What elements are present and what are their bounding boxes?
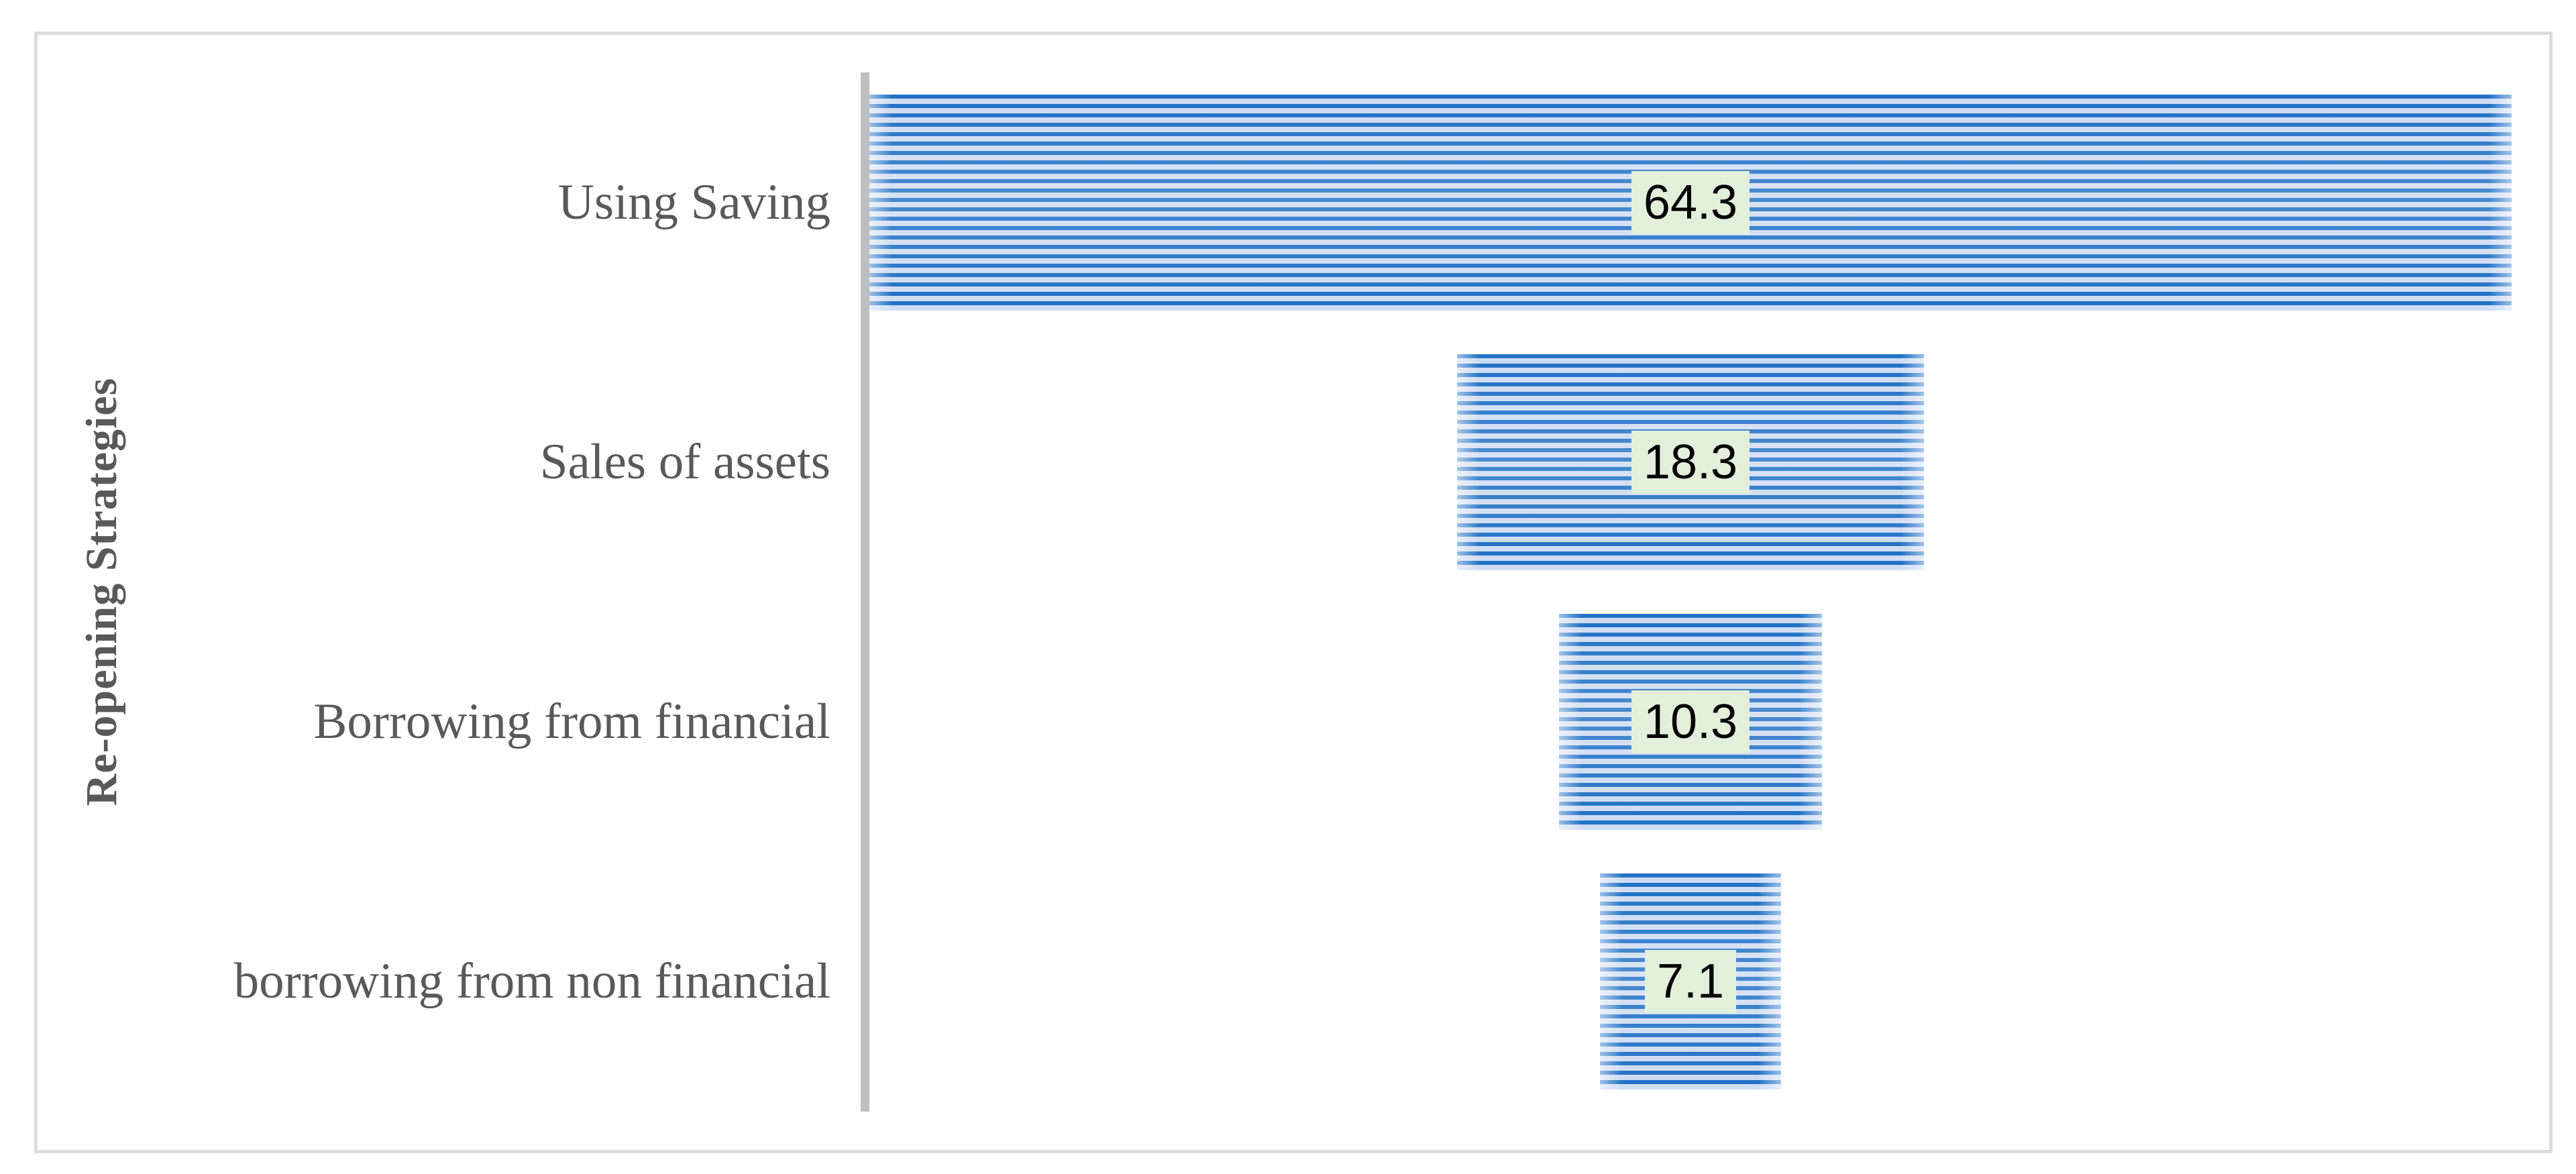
chart-row: borrowing from non financial 7.1 (0, 873, 2576, 1089)
chart-row: Borrowing from financial 10.3 (0, 613, 2576, 830)
category-label: Sales of assets (539, 433, 830, 490)
funnel-bar (1599, 873, 1782, 1089)
funnel-chart-plot-area: Using Saving 64.3 Sales of assets 18.3 Borro… (0, 72, 2576, 1111)
data-label: 10.3 (1631, 690, 1750, 753)
vertical-axis-line (861, 72, 869, 1112)
category-label: borrowing from non financial (233, 953, 830, 1009)
data-label: 18.3 (1631, 430, 1750, 494)
data-label: 7.1 (1644, 949, 1737, 1013)
chart-row: Using Saving 64.3 (0, 94, 2576, 311)
category-label: Borrowing from financial (313, 693, 830, 749)
funnel-bar (1558, 613, 1823, 830)
funnel-bar (869, 94, 2512, 311)
category-label: Using Saving (557, 174, 830, 230)
chart-row: Sales of assets 18.3 (0, 354, 2576, 570)
data-label: 64.3 (1631, 170, 1750, 234)
